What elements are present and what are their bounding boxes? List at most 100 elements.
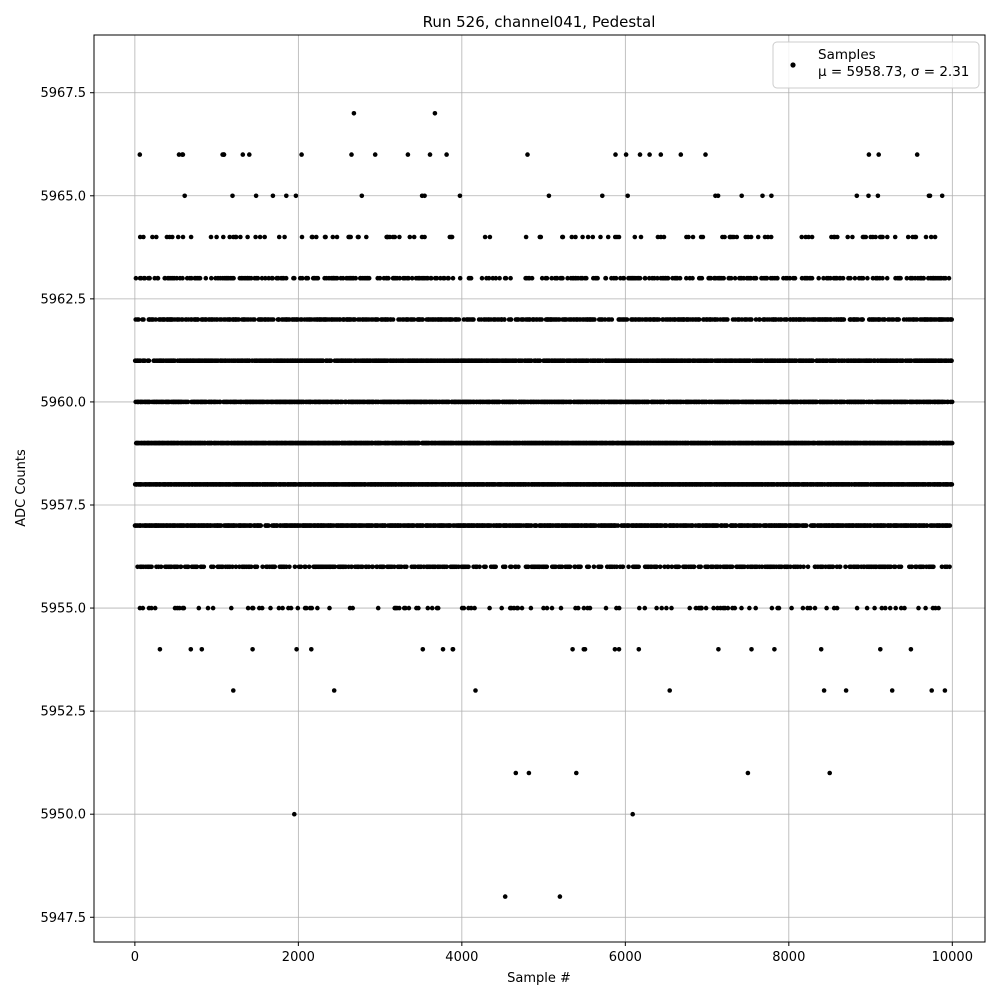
data-point xyxy=(949,482,955,487)
data-point xyxy=(620,564,626,570)
data-point xyxy=(769,605,775,611)
data-point xyxy=(306,564,312,570)
data-points xyxy=(132,111,955,899)
data-point xyxy=(788,564,793,570)
data-point xyxy=(725,605,731,611)
data-point xyxy=(303,564,308,570)
data-point xyxy=(664,605,669,611)
data-point xyxy=(582,647,588,652)
data-point xyxy=(818,647,824,652)
data-point xyxy=(493,564,499,570)
data-point xyxy=(924,523,930,528)
data-point xyxy=(158,564,164,570)
data-point xyxy=(309,605,315,611)
data-point xyxy=(366,564,372,570)
data-point xyxy=(598,564,604,570)
data-point xyxy=(250,647,255,652)
data-point xyxy=(205,605,211,611)
data-point xyxy=(807,605,813,611)
data-point xyxy=(177,605,182,611)
data-point xyxy=(949,399,955,405)
data-point xyxy=(233,564,239,570)
data-point xyxy=(804,523,809,528)
data-point xyxy=(149,564,154,570)
data-point xyxy=(824,605,829,611)
data-point xyxy=(295,605,301,611)
data-point xyxy=(201,564,207,570)
data-point xyxy=(406,605,412,611)
data-point xyxy=(612,647,618,652)
data-point xyxy=(266,523,271,528)
data-point xyxy=(188,647,194,652)
data-point xyxy=(483,564,488,570)
data-point xyxy=(425,605,431,611)
data-point xyxy=(259,605,265,611)
data-point xyxy=(898,605,904,611)
data-point xyxy=(805,564,811,570)
data-point xyxy=(350,605,356,611)
data-point xyxy=(544,564,550,570)
data-point xyxy=(615,523,621,528)
data-point xyxy=(909,564,915,570)
data-point xyxy=(636,564,641,570)
data-point xyxy=(231,688,236,693)
data-point xyxy=(416,605,421,611)
data-point xyxy=(947,564,952,570)
data-point xyxy=(468,605,474,611)
data-point xyxy=(687,605,692,611)
data-point xyxy=(947,523,953,528)
data-point xyxy=(229,605,234,611)
data-point xyxy=(637,605,642,611)
data-point xyxy=(260,564,265,570)
data-point xyxy=(199,647,205,652)
data-point xyxy=(716,647,721,652)
data-point xyxy=(887,605,893,611)
data-point xyxy=(309,647,314,652)
data-point xyxy=(349,564,354,570)
data-point xyxy=(140,605,146,611)
data-point xyxy=(477,564,482,570)
data-point xyxy=(949,440,955,446)
data-point xyxy=(739,605,744,611)
data-point xyxy=(662,564,667,570)
data-point xyxy=(570,647,575,652)
data-point xyxy=(889,688,895,693)
data-point xyxy=(812,605,818,611)
data-point xyxy=(872,605,877,611)
data-point xyxy=(157,647,163,652)
plot-area xyxy=(94,35,985,942)
data-point xyxy=(929,688,934,693)
data-point xyxy=(141,317,146,322)
data-point xyxy=(276,605,282,611)
data-point xyxy=(616,647,622,652)
data-point xyxy=(194,564,200,570)
data-point xyxy=(888,564,894,570)
data-point xyxy=(729,564,735,570)
data-point xyxy=(578,564,583,570)
data-point xyxy=(636,647,642,652)
data-point xyxy=(516,564,521,570)
data-point xyxy=(196,605,202,611)
data-point xyxy=(575,605,581,611)
data-point xyxy=(499,605,505,611)
data-point xyxy=(450,647,456,652)
data-point xyxy=(603,605,609,611)
data-point xyxy=(509,564,514,570)
data-point xyxy=(268,605,273,611)
data-point xyxy=(591,564,597,570)
data-point xyxy=(724,523,730,528)
data-point xyxy=(473,688,478,693)
data-point xyxy=(250,605,256,611)
data-point xyxy=(288,605,294,611)
data-point xyxy=(252,317,257,322)
data-point xyxy=(908,647,914,652)
data-point xyxy=(742,564,747,570)
data-point xyxy=(939,564,945,570)
data-point xyxy=(526,564,531,570)
data-point xyxy=(178,564,184,570)
data-point xyxy=(404,564,409,570)
data-point xyxy=(669,564,675,570)
data-point xyxy=(272,564,278,570)
data-point xyxy=(698,564,703,570)
